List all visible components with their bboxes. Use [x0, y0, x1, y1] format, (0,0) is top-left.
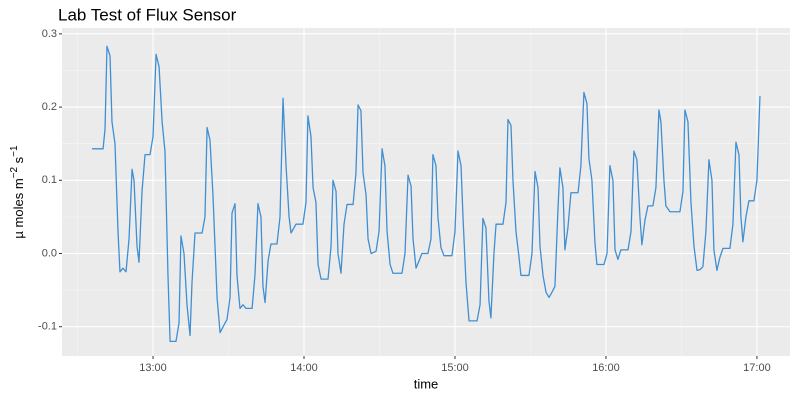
- y-tick-label: 0.1: [42, 174, 57, 186]
- y-axis-title-sup: −2: [9, 167, 20, 179]
- x-tick-label: 17:00: [743, 362, 771, 374]
- x-tick-label: 13:00: [139, 362, 167, 374]
- x-tick-label: 16:00: [592, 362, 620, 374]
- x-axis-title: time: [414, 376, 439, 391]
- y-tick-label: -0.1: [38, 321, 57, 333]
- x-tick-label: 14:00: [290, 362, 318, 374]
- y-tick-label: 0.3: [42, 28, 57, 40]
- y-axis-title: µ moles m−2 s−1: [9, 145, 27, 239]
- y-axis-title-sup: −1: [9, 145, 20, 157]
- y-axis-title-part: s: [11, 156, 26, 167]
- x-tick-label: 15:00: [441, 362, 469, 374]
- data-line: [92, 45, 761, 343]
- y-axis-title-part: µ moles m: [11, 178, 26, 238]
- chart-title: Lab Test of Flux Sensor: [58, 5, 237, 24]
- y-tick-label: 0.2: [42, 101, 57, 113]
- panel-background: [62, 28, 790, 356]
- y-tick-label: 0.0: [42, 247, 57, 259]
